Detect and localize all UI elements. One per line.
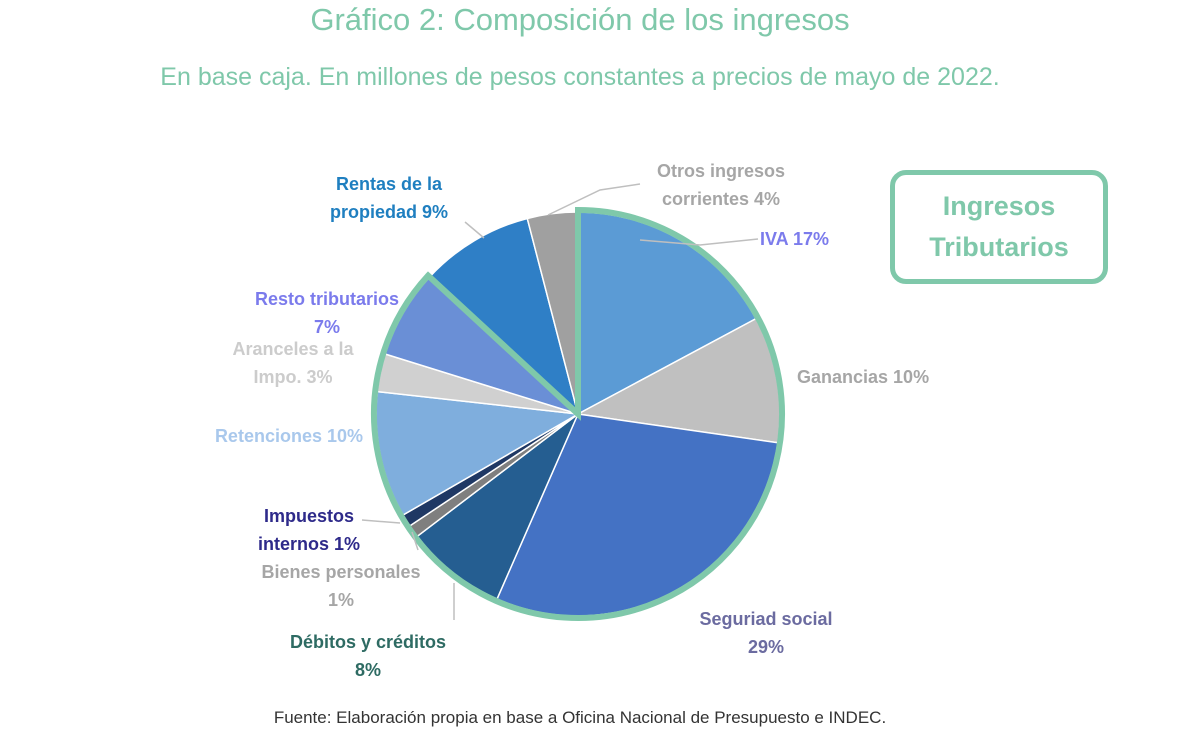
slice-label-bienes-personales: Bienes personales 1% (261, 562, 420, 610)
chart-title: Gráfico 2: Composición de los ingresos (310, 2, 850, 37)
leader-line-impuestos-internos (361, 519, 401, 524)
slice-label-rentas-de-la-propiedad: Rentas de la propiedad 9% (330, 174, 448, 222)
slice-label-otros-ingresos-corrientes: Otros ingresos corrientes 4% (657, 161, 785, 209)
chart-subtitle: En base caja. En millones de pesos const… (160, 63, 1000, 91)
pie-slice-rentas-de-la-propiedad (428, 217, 580, 417)
box-line-1: Ingresos (942, 191, 1056, 221)
slice-label-ganancias: Ganancias 10% (797, 367, 929, 387)
slice-label-retenciones: Retenciones 10% (215, 426, 363, 446)
leader-line-iva (639, 238, 759, 246)
slice-labels: IVA 17% Ganancias 10% Seguriad social 29% Dé… (215, 161, 929, 680)
slice-label-aranceles-a-la-impo: Aranceles a la Impo. 3% (232, 339, 354, 387)
leader-lines (361, 183, 759, 620)
slice-label-resto-tributarios: Resto tributarios 7% (255, 289, 399, 337)
leader-line-rentas-de-la-propiedad (464, 221, 485, 239)
tributarios-outline (371, 206, 785, 621)
slice-label-seguridad-social: Seguriad social 29% (699, 609, 832, 657)
leader-line-otros-ingresos-corrientes (547, 183, 641, 216)
source-note: Fuente: Elaboración propia en base a Ofi… (273, 708, 887, 727)
leader-line-bienes-personales (411, 531, 419, 551)
slice-label-debitos-y-creditos: Débitos y créditos 8% (290, 632, 446, 680)
slice-label-impuestos-internos: Impuestos internos 1% (258, 506, 360, 554)
box-line-2: Tributarios (929, 232, 1069, 262)
slice-label-iva: IVA 17% (760, 229, 829, 249)
ingresos-tributarios-box: Ingresos Tributarios (890, 170, 1108, 284)
